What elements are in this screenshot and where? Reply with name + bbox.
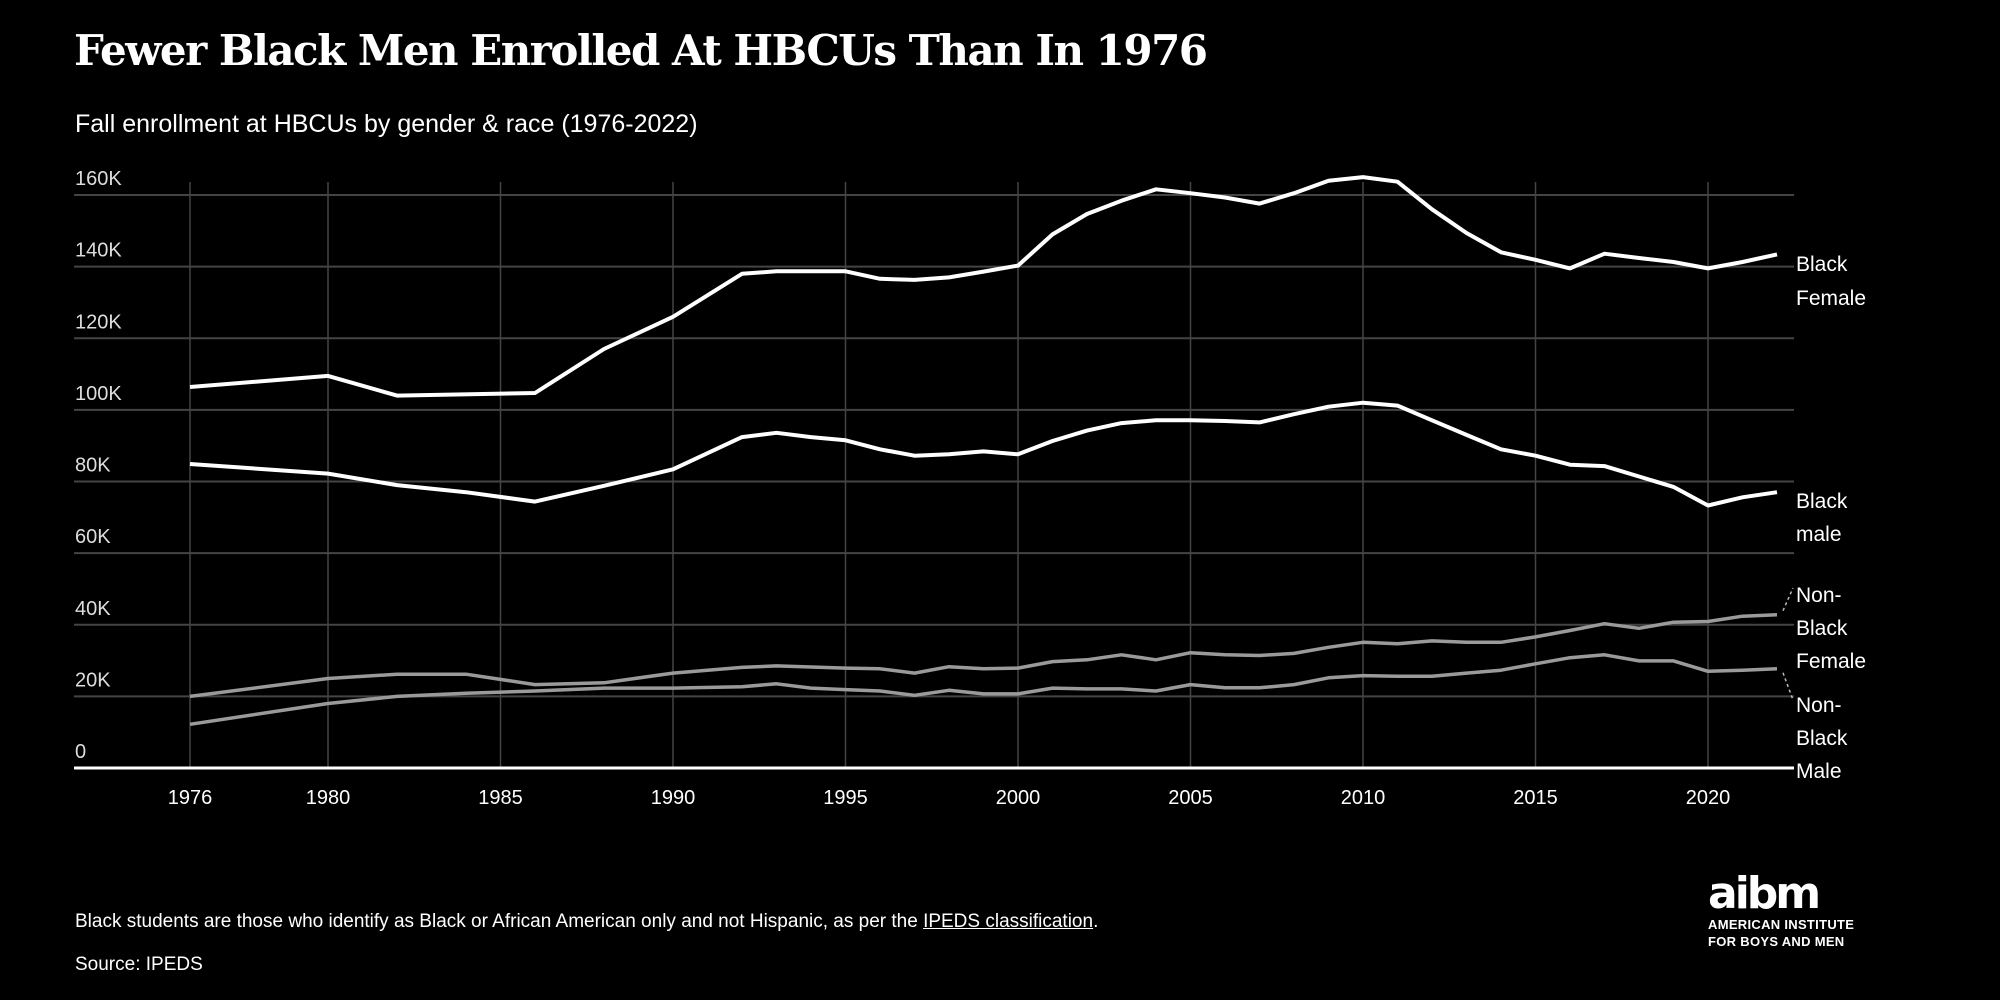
y-tick-label: 160K	[75, 168, 122, 190]
series-label: Black	[1796, 253, 1848, 276]
series-label: Female	[1796, 650, 1866, 673]
x-tick-label: 2020	[1686, 787, 1731, 809]
series-lines	[189, 175, 1778, 727]
leader-line	[1782, 672, 1794, 701]
y-axis-ticks: 0 20K 40K 60K 80K 100K 120K 140K 160K	[75, 168, 122, 763]
footnote: Black students are those who identify as…	[75, 911, 1098, 933]
logo-line-1: AMERICAN INSTITUTE	[1708, 917, 1855, 932]
y-tick-label: 140K	[75, 240, 122, 262]
series-label: Male	[1796, 760, 1842, 783]
y-tick-label: 0	[75, 741, 86, 763]
y-tick-label: 100K	[75, 383, 122, 405]
leader-line	[1782, 587, 1794, 612]
aibm-logo: aibm AMERICAN INSTITUTE FOR BOYS AND MEN	[1708, 872, 1854, 950]
series-label: Non-	[1796, 584, 1842, 607]
x-tick-label: 1985	[478, 787, 523, 809]
series-labels: Black Female Black male Non- Black Female Non- B…	[1782, 253, 1866, 783]
series-label: Black	[1796, 727, 1848, 750]
series-label: Female	[1796, 287, 1866, 310]
series-line-non-black-male	[189, 653, 1778, 727]
x-tick-label: 1990	[651, 787, 696, 809]
grid	[74, 182, 1794, 770]
y-tick-label: 120K	[75, 311, 122, 333]
x-tick-label: 1976	[168, 787, 213, 809]
chart-subtitle: Fall enrollment at HBCUs by gender & rac…	[75, 110, 698, 138]
chart-title: Fewer Black Men Enrolled At HBCUs Than I…	[74, 26, 1208, 75]
ipeds-classification-link[interactable]: IPEDS classification	[923, 911, 1094, 932]
footnote-text: Black students are those who identify as…	[75, 911, 924, 932]
x-tick-label: 2000	[996, 787, 1041, 809]
x-tick-label: 2010	[1341, 787, 1386, 809]
series-label: Black	[1796, 490, 1848, 513]
y-tick-label: 40K	[75, 598, 111, 620]
series-line-black-male	[189, 400, 1778, 508]
series-line-black-female	[189, 175, 1778, 398]
source-note: Source: IPEDS	[75, 954, 203, 975]
x-tick-label: 1995	[823, 787, 868, 809]
footnote-end: .	[1093, 911, 1099, 932]
logo-line-2: FOR BOYS AND MEN	[1708, 934, 1845, 949]
logo-wordmark: aibm	[1708, 868, 1821, 919]
series-label: Non-	[1796, 694, 1842, 717]
x-tick-label: 2015	[1513, 787, 1558, 809]
series-label: Black	[1796, 617, 1848, 640]
x-axis-ticks: 1976 1980 1985 1990 1995 2000 2005 2010 2015 2020	[168, 787, 1731, 809]
y-tick-label: 60K	[75, 526, 111, 548]
y-tick-label: 80K	[75, 455, 111, 477]
series-line-non-black-female	[189, 612, 1778, 699]
x-tick-label: 2005	[1168, 787, 1213, 809]
y-tick-label: 20K	[75, 669, 111, 691]
x-tick-label: 1980	[306, 787, 351, 809]
series-label: male	[1796, 523, 1842, 546]
